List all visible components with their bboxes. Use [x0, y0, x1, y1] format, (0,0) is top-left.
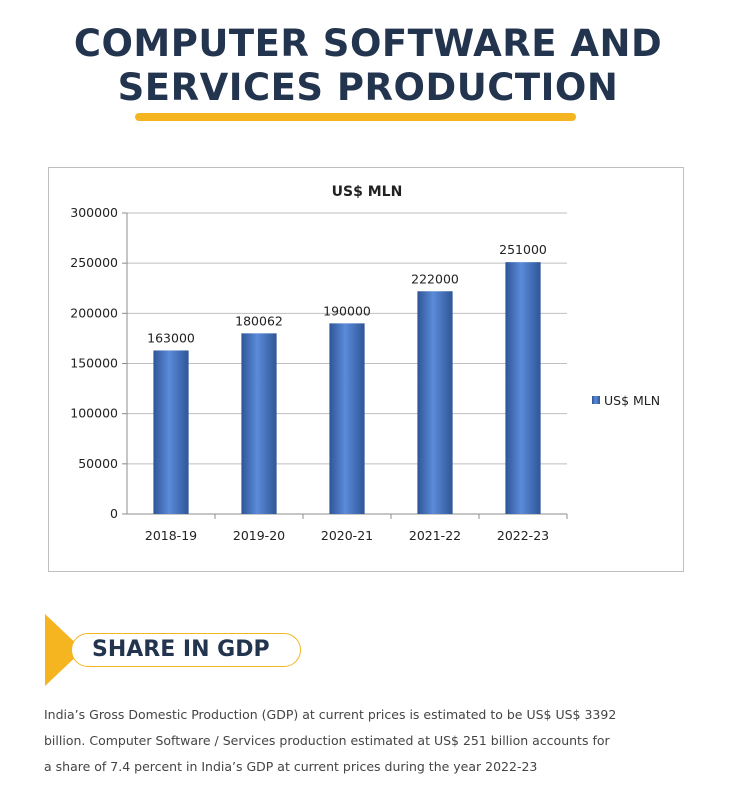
chart-title: US$ MLN [332, 184, 403, 200]
bar [417, 291, 453, 514]
data-label: 222000 [411, 271, 459, 286]
section-heading: SHARE IN GDP [71, 633, 301, 667]
page-title: COMPUTER SOFTWARE AND SERVICES PRODUCTIO… [0, 22, 736, 110]
bar [241, 333, 277, 514]
legend-label: US$ MLN [604, 393, 660, 408]
data-label: 190000 [323, 303, 371, 318]
body-paragraph: India’s Gross Domestic Production (GDP) … [44, 702, 704, 780]
y-tick-label: 250000 [70, 255, 118, 270]
y-tick-label: 200000 [70, 305, 118, 320]
chart-frame: US$ MLN 0 50000 100000 150000 200000 250000 30… [48, 167, 684, 572]
y-tick-label: 50000 [78, 456, 118, 471]
body-line-1: India’s Gross Domestic Production (GDP) … [44, 707, 617, 722]
x-tick-label: 2018-19 [145, 528, 197, 543]
y-tick-label: 0 [110, 506, 118, 521]
body-line-3: a share of 7.4 percent in India’s GDP at… [44, 759, 538, 774]
x-tick-label: 2019-20 [233, 528, 285, 543]
y-tick-label: 300000 [70, 205, 118, 220]
x-tick-label: 2020-21 [321, 528, 373, 543]
title-line-2: SERVICES PRODUCTION [117, 66, 619, 109]
x-tick-label: 2022-23 [497, 528, 549, 543]
title-underline [135, 113, 576, 121]
share-in-gdp-section: SHARE IN GDP [45, 614, 305, 686]
legend-swatch [592, 396, 600, 404]
data-label: 251000 [499, 242, 547, 257]
title-line-1: COMPUTER SOFTWARE AND [73, 22, 663, 65]
data-label: 163000 [147, 330, 195, 345]
y-tick-label: 150000 [70, 356, 118, 371]
bar [329, 323, 365, 514]
x-tick-label: 2021-22 [409, 528, 461, 543]
bar [505, 262, 541, 514]
body-line-2: billion. Computer Software / Services pr… [44, 733, 610, 748]
bar-chart: US$ MLN 0 50000 100000 150000 200000 250000 30… [70, 184, 660, 543]
y-tick-label: 100000 [70, 406, 118, 421]
bar [153, 350, 189, 514]
data-label: 180062 [235, 313, 283, 328]
